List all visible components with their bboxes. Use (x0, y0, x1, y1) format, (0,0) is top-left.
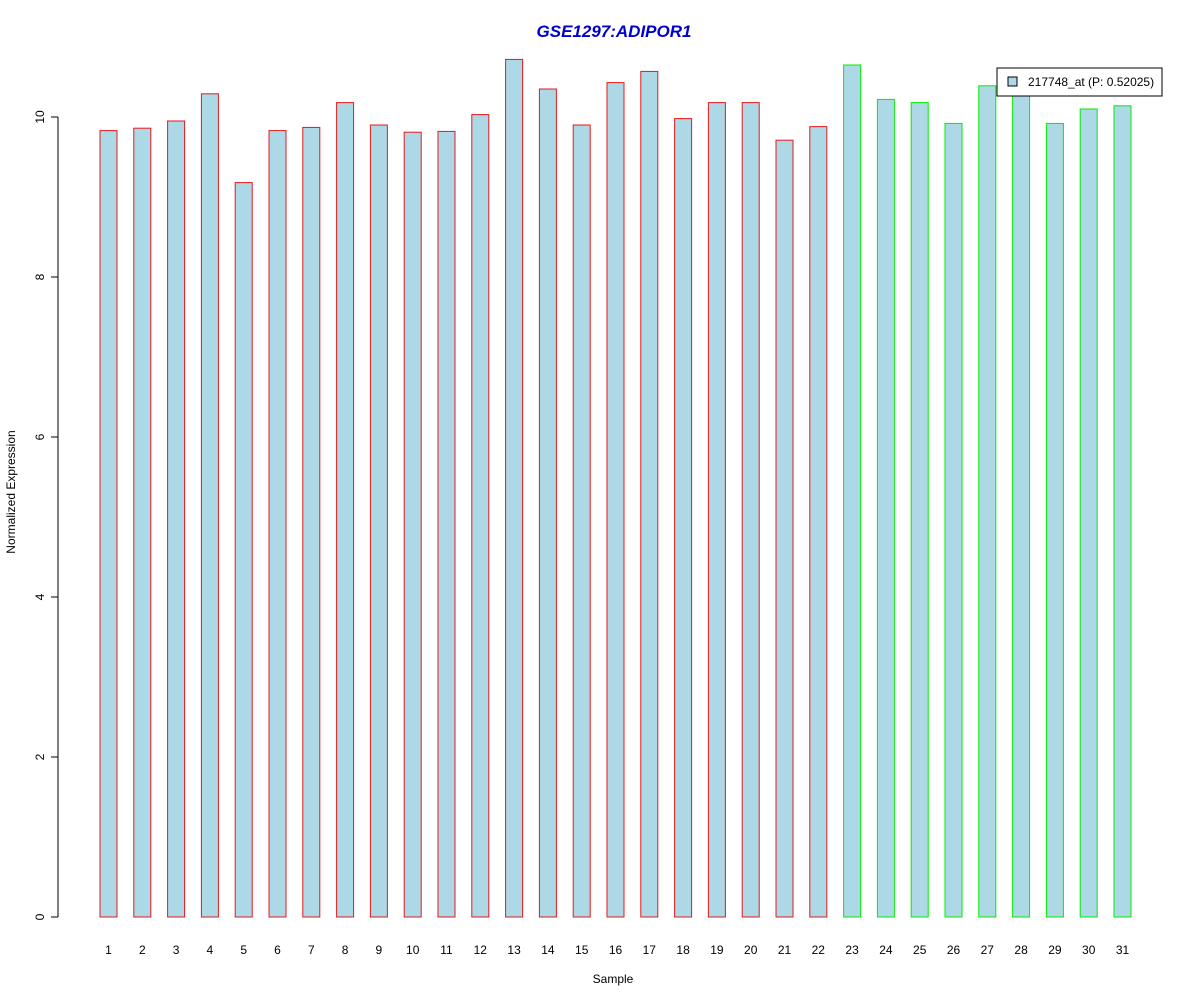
bar-sample-12 (471, 114, 490, 918)
bar-sample-22 (809, 126, 828, 918)
bar-sample-5 (234, 182, 253, 918)
bar-sample-25 (910, 102, 929, 918)
bar-sample-23 (843, 64, 862, 918)
x-tick-label: 23 (845, 943, 859, 957)
legend-label: 217748_at (P: 0.52025) (1028, 75, 1154, 89)
y-axis-label: Normalized Expression (4, 430, 18, 553)
x-tick-label: 5 (240, 943, 247, 957)
bar-sample-18 (674, 118, 693, 918)
bar-sample-6 (268, 130, 287, 918)
bar-sample-4 (200, 93, 219, 918)
x-tick-label: 30 (1082, 943, 1096, 957)
bar-sample-20 (741, 102, 760, 918)
x-tick-label: 6 (274, 943, 281, 957)
x-tick-labels: 1 2 3 4 5 6 7 8 9 10 11 12 13 14 15 16 17 18 19 20 21 22 23 24 2… (105, 943, 1129, 957)
chart-title: GSE1297:ADIPOR1 (537, 22, 692, 41)
x-tick-label: 10 (406, 943, 420, 957)
bar-sample-10 (403, 131, 422, 918)
y-tick-label: 10 (33, 110, 47, 124)
legend-swatch (1007, 76, 1018, 87)
x-tick-label: 13 (507, 943, 521, 957)
bar-sample-9 (369, 124, 388, 918)
x-tick-label: 15 (575, 943, 589, 957)
x-tick-label: 7 (308, 943, 315, 957)
x-axis-label: Sample (593, 972, 634, 986)
x-tick-label: 22 (812, 943, 826, 957)
bar-sample-8 (336, 102, 355, 918)
y-tick-label: 6 (33, 433, 47, 440)
bar-sample-28 (1012, 92, 1031, 918)
bar-sample-15 (572, 124, 591, 918)
x-tick-label: 1 (105, 943, 112, 957)
x-tick-label: 18 (676, 943, 690, 957)
y-tick-label: 4 (33, 593, 47, 600)
bar-sample-7 (302, 126, 321, 918)
x-tick-label: 29 (1048, 943, 1062, 957)
y-axis: 0 2 4 6 8 10 (33, 110, 59, 920)
bar-sample-19 (707, 102, 726, 918)
bars (99, 58, 1132, 918)
bar-sample-13 (505, 58, 524, 918)
bar-sample-26 (944, 122, 963, 918)
bar-sample-1 (99, 130, 118, 918)
x-tick-label: 3 (173, 943, 180, 957)
y-tick-label: 2 (33, 753, 47, 760)
x-tick-label: 17 (643, 943, 657, 957)
bar-sample-30 (1079, 108, 1098, 918)
y-tick-label: 0 (33, 913, 47, 920)
bar-sample-3 (167, 120, 186, 918)
x-tick-label: 24 (879, 943, 893, 957)
bar-sample-11 (437, 130, 456, 918)
x-tick-label: 19 (710, 943, 724, 957)
y-tick-label: 8 (33, 273, 47, 280)
x-tick-label: 27 (981, 943, 995, 957)
bar-sample-16 (606, 82, 625, 918)
x-tick-label: 25 (913, 943, 927, 957)
x-tick-label: 4 (207, 943, 214, 957)
x-tick-label: 14 (541, 943, 555, 957)
x-tick-label: 20 (744, 943, 758, 957)
x-tick-label: 9 (376, 943, 383, 957)
bar-sample-2 (133, 127, 152, 918)
x-tick-label: 21 (778, 943, 792, 957)
bar-sample-14 (538, 88, 557, 918)
legend-box (996, 67, 1163, 97)
x-tick-label: 8 (342, 943, 349, 957)
x-tick-label: 26 (947, 943, 961, 957)
bar-sample-31 (1113, 105, 1132, 918)
x-tick-label: 11 (440, 943, 453, 957)
x-tick-label: 12 (474, 943, 488, 957)
x-tick-label: 28 (1014, 943, 1028, 957)
bar-sample-24 (876, 98, 895, 918)
bar-sample-27 (978, 85, 997, 918)
x-tick-label: 16 (609, 943, 623, 957)
x-tick-label: 2 (139, 943, 146, 957)
bar-sample-29 (1045, 122, 1064, 918)
legend: 217748_at (P: 0.52025) (996, 67, 1163, 97)
x-tick-label: 31 (1116, 943, 1130, 957)
bar-sample-21 (775, 139, 794, 918)
bar-sample-17 (640, 70, 659, 918)
